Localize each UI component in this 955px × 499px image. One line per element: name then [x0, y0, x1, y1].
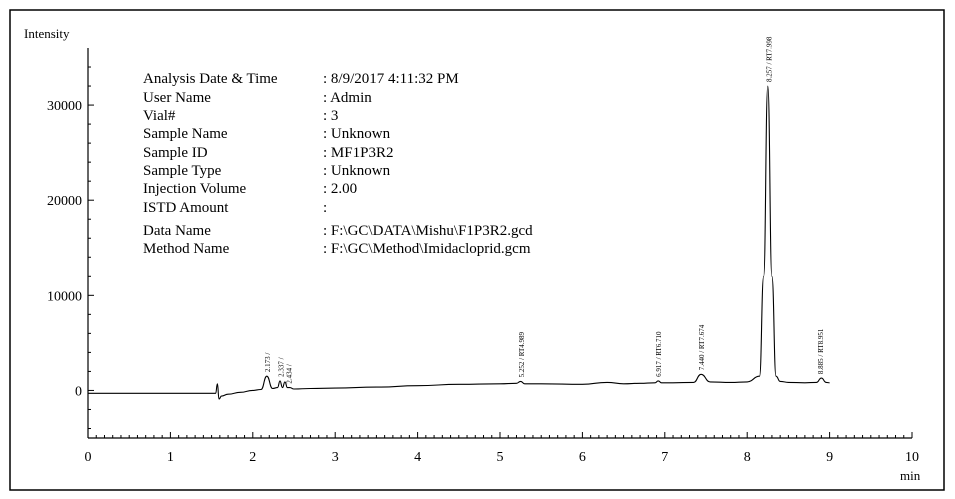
y-tick-label: 30000	[47, 99, 82, 114]
analysis-info: Analysis Date & Time : 8/9/2017 4:11:32 …	[143, 71, 533, 257]
info-value-sample-type: : Unknown	[323, 163, 391, 179]
x-tick-label: 9	[826, 450, 833, 465]
info-value-user-name: : Admin	[323, 90, 372, 106]
info-label-method-name: Method Name	[143, 241, 230, 257]
peak-annotation: 7.440 / RT7.674	[698, 324, 706, 370]
peak-annotation: 2.337 /	[278, 357, 286, 377]
peak-annotation: 6.917 / RT6.710	[655, 331, 663, 377]
x-tick-label: 2	[249, 450, 256, 465]
peak-annotation: 8.885 / RT8.951	[817, 328, 825, 374]
info-value-istd-amount: :	[323, 200, 327, 216]
info-label-istd-amount: ISTD Amount	[143, 200, 229, 216]
y-tick-label: 10000	[47, 289, 82, 304]
axis-tick-labels: 0 1 2 3 4 5 6 7 8 9 10 0 10000 20000 30000	[47, 99, 919, 465]
info-value-vial: : 3	[323, 108, 338, 124]
x-axis-title: min	[900, 468, 921, 483]
peak-annotation: 8.257 / RT7.998	[765, 36, 773, 82]
peak-labels: 2.173 / 2.337 /2.434 / 5.252 / RT4.989 6.91…	[264, 36, 825, 384]
info-label-vial: Vial#	[143, 108, 176, 124]
info-value-sample-id: : MF1P3R2	[323, 145, 393, 161]
y-axis-title: Intensity	[24, 26, 70, 41]
x-tick-label: 7	[661, 450, 668, 465]
peak-annotation: 2.434 /	[286, 364, 294, 384]
info-label-analysis-date: Analysis Date & Time	[143, 71, 278, 87]
info-value-sample-name: : Unknown	[323, 126, 391, 142]
info-value-data-name: : F:\GC\DATA\Mishu\F1P3R2.gcd	[323, 223, 533, 239]
info-label-injection-volume: Injection Volume	[143, 181, 247, 197]
y-tick-label: 0	[75, 384, 82, 399]
x-tick-label: 5	[497, 450, 504, 465]
info-value-method-name: : F:\GC\Method\Imidacloprid.gcm	[323, 241, 531, 257]
info-label-user-name: User Name	[143, 90, 211, 106]
x-tick-label: 10	[905, 450, 919, 465]
info-value-analysis-date: : 8/9/2017 4:11:32 PM	[323, 71, 459, 87]
x-tick-label: 8	[744, 450, 751, 465]
info-label-sample-type: Sample Type	[143, 163, 222, 179]
x-tick-label: 3	[332, 450, 339, 465]
peak-annotation: 5.252 / RT4.989	[518, 331, 526, 377]
figure-border	[9, 9, 945, 491]
chromatogram-trace	[88, 85, 830, 400]
info-label-sample-id: Sample ID	[143, 145, 208, 161]
y-tick-label: 20000	[47, 194, 82, 209]
info-label-sample-name: Sample Name	[143, 126, 228, 142]
x-tick-label: 1	[167, 450, 174, 465]
x-tick-label: 6	[579, 450, 586, 465]
x-tick-label: 4	[414, 450, 421, 465]
axis-ticks	[87, 66, 913, 438]
peak-annotation: 2.173 /	[264, 353, 272, 373]
info-value-injection-volume: : 2.00	[323, 181, 357, 197]
info-label-data-name: Data Name	[143, 223, 211, 239]
x-tick-label: 0	[85, 450, 92, 465]
